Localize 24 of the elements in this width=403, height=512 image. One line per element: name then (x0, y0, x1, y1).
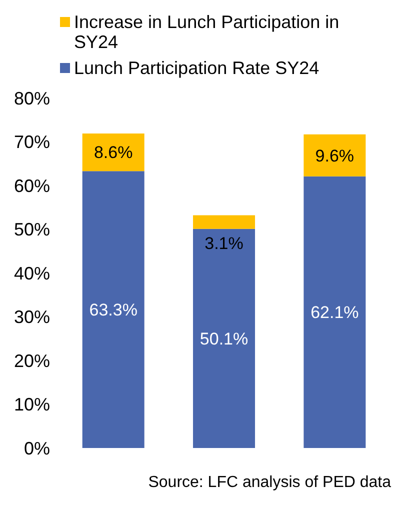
y-tick-label: 60% (14, 176, 50, 196)
y-tick-label: 0% (24, 438, 50, 458)
bar (82, 171, 144, 448)
bar (193, 215, 256, 229)
source-note: Source: LFC analysis of PED data (147, 474, 392, 492)
y-tick-label: 70% (14, 132, 50, 152)
y-tick-label: 50% (14, 220, 50, 240)
data-label: 63.3% (89, 300, 138, 320)
data-label: 62.1% (310, 303, 359, 322)
y-tick-label: 30% (14, 307, 50, 328)
y-tick-label: 10% (14, 394, 50, 415)
legend-label: Increase in Lunch Participation in SY24 (74, 12, 340, 52)
bar (82, 133, 144, 172)
y-tick-label: 20% (14, 350, 50, 371)
data-label: 50.1% (200, 329, 248, 348)
bar (304, 176, 366, 448)
data-label: 3.1% (204, 234, 244, 253)
data-label: 8.6% (94, 143, 133, 162)
y-tick-label: 40% (14, 263, 50, 284)
y-tick-label: 80% (14, 88, 50, 108)
legend-label: Lunch Participation Rate SY24 (74, 58, 320, 78)
bar (193, 228, 256, 448)
data-label: 9.6% (315, 146, 354, 166)
bar (304, 134, 366, 176)
